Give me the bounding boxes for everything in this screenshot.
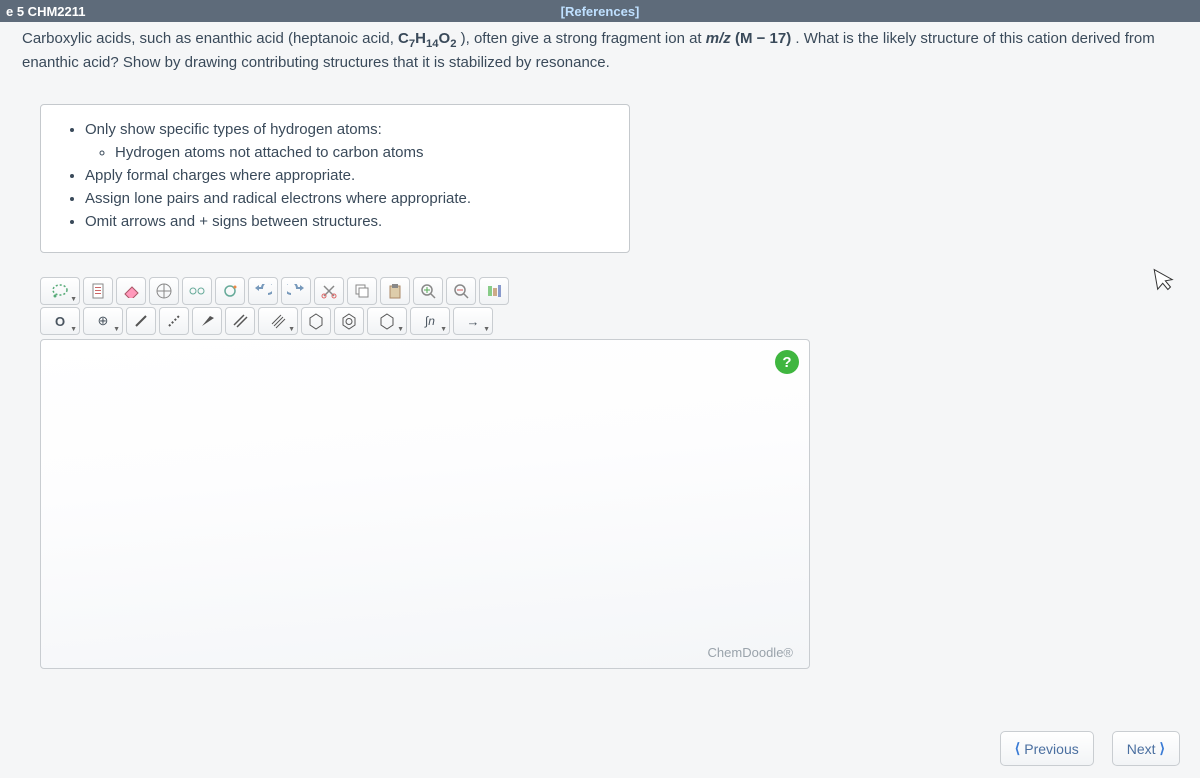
- copy-tool[interactable]: [347, 277, 377, 305]
- paste-tool[interactable]: [380, 277, 410, 305]
- single-bond-icon: [133, 313, 149, 329]
- instr-1-text: Only show specific types of hydrogen ato…: [85, 121, 382, 138]
- wedge-bond-icon: [199, 313, 215, 329]
- instr-3: Assign lone pairs and radical electrons …: [85, 190, 603, 207]
- copy-icon: [354, 283, 370, 299]
- chain-label: ∫n: [425, 314, 435, 328]
- cyclohexane-tool[interactable]: [301, 307, 331, 335]
- header-bar: e 5 CHM2211 [References]: [0, 0, 1200, 22]
- chem-toolbar-1: ▼: [40, 277, 1200, 305]
- benzene-icon: [340, 312, 358, 330]
- course-label: e 5 CHM2211: [0, 4, 86, 19]
- element-label: O: [55, 314, 65, 329]
- instr-1: Only show specific types of hydrogen ato…: [85, 121, 603, 161]
- instructions-box: Only show specific types of hydrogen ato…: [40, 104, 630, 253]
- q-formula: C7H14O2: [398, 30, 456, 47]
- redo-tool[interactable]: [281, 277, 311, 305]
- cut-icon: [321, 283, 337, 299]
- center-icon: [155, 282, 173, 300]
- eraser-tool[interactable]: [116, 277, 146, 305]
- document-icon: [91, 283, 105, 299]
- eraser-icon: [122, 284, 140, 298]
- dashed-bond-tool[interactable]: [159, 307, 189, 335]
- chevron-left-icon: ⟨: [1015, 740, 1020, 757]
- zoom-out-icon: [453, 283, 469, 299]
- redo-icon: [287, 284, 305, 298]
- instr-2: Apply formal charges where appropriate.: [85, 167, 603, 184]
- double-bond-tool[interactable]: [225, 307, 255, 335]
- cursor-icon: [1152, 264, 1176, 293]
- ring-icon: [221, 283, 239, 299]
- q-part1: Carboxylic acids, such as enanthic acid …: [22, 30, 398, 47]
- hexagon-icon: [307, 312, 325, 330]
- benzene-tool[interactable]: [334, 307, 364, 335]
- triple-bond-tool[interactable]: ▼: [258, 307, 298, 335]
- document-tool[interactable]: [83, 277, 113, 305]
- rotate-icon: [188, 283, 206, 299]
- nav-buttons: ⟨ Previous Next ⟩: [1000, 731, 1180, 766]
- ring2-icon: [378, 312, 396, 330]
- paste-icon: [387, 283, 403, 299]
- single-bond-tool[interactable]: [126, 307, 156, 335]
- wedge-bond-tool[interactable]: [192, 307, 222, 335]
- settings-icon: [486, 283, 502, 299]
- double-bond-icon: [232, 313, 248, 329]
- charge-tool[interactable]: ⊕ ▼: [83, 307, 123, 335]
- dashed-bond-icon: [166, 313, 182, 329]
- other-ring-tool[interactable]: ▼: [367, 307, 407, 335]
- charge-label: ⊕: [98, 313, 109, 329]
- rotate-tool[interactable]: [182, 277, 212, 305]
- arrow-tool[interactable]: → ▼: [453, 307, 493, 335]
- next-button[interactable]: Next ⟩: [1112, 731, 1180, 766]
- q-mz: m/z (M − 17): [706, 30, 791, 47]
- lasso-icon: [51, 283, 69, 299]
- undo-icon: [254, 284, 272, 298]
- undo-tool[interactable]: [248, 277, 278, 305]
- help-button[interactable]: ?: [775, 350, 799, 374]
- zoom-out-tool[interactable]: [446, 277, 476, 305]
- element-tool[interactable]: O ▼: [40, 307, 80, 335]
- instr-4: Omit arrows and + signs between structur…: [85, 213, 603, 230]
- chem-toolbar-2: O ▼ ⊕ ▼ ▼ ▼ ∫n ▼ → ▼: [40, 307, 1200, 335]
- references-link[interactable]: [References]: [561, 4, 640, 19]
- lasso-tool[interactable]: ▼: [40, 277, 80, 305]
- chain-tool[interactable]: ∫n ▼: [410, 307, 450, 335]
- previous-label: Previous: [1024, 741, 1078, 757]
- zoom-in-tool[interactable]: [413, 277, 443, 305]
- cut-tool[interactable]: [314, 277, 344, 305]
- ring-tool[interactable]: [215, 277, 245, 305]
- chemdoodle-brand: ChemDoodle®: [708, 645, 793, 660]
- center-tool[interactable]: [149, 277, 179, 305]
- next-label: Next: [1127, 741, 1156, 757]
- chevron-right-icon: ⟩: [1160, 740, 1165, 757]
- question-text: Carboxylic acids, such as enanthic acid …: [0, 22, 1200, 86]
- q-part2: ), often give a strong fragment ion at: [461, 30, 706, 47]
- drawing-canvas[interactable]: ? ChemDoodle®: [40, 339, 810, 669]
- instr-1-sub: Hydrogen atoms not attached to carbon at…: [115, 144, 603, 161]
- triple-bond-icon: [270, 313, 286, 329]
- zoom-in-icon: [420, 283, 436, 299]
- settings-tool[interactable]: [479, 277, 509, 305]
- previous-button[interactable]: ⟨ Previous: [1000, 731, 1094, 766]
- arrow-label: →: [467, 314, 480, 329]
